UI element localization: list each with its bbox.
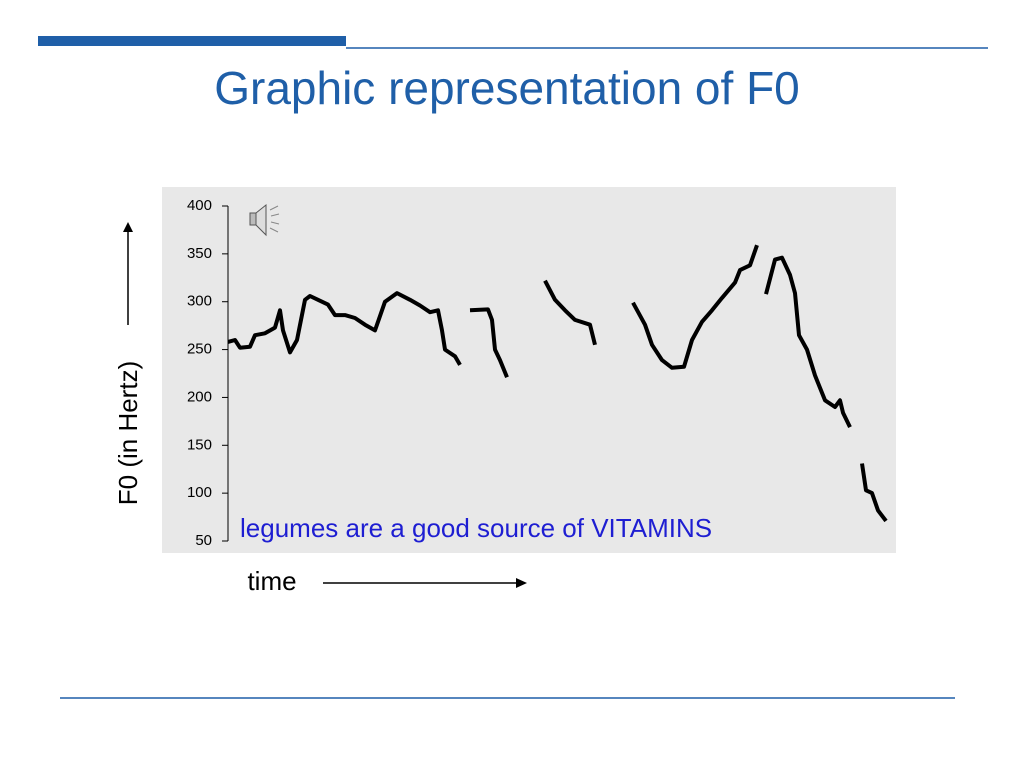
speaker-icon: [249, 203, 280, 237]
y-tick-label: 350: [187, 245, 212, 262]
f0-trace: [227, 244, 888, 523]
slide-title: Graphic representation of F0: [214, 62, 800, 114]
y-tick-label: 150: [187, 436, 212, 453]
annotation: legumes are a good source of VITAMINS: [240, 513, 712, 543]
y-tick-label: 300: [187, 293, 212, 310]
x-axis-label: time: [247, 566, 296, 596]
y-tick-label: 250: [187, 341, 212, 358]
y-arrow: [123, 222, 133, 325]
x-arrow: [323, 578, 527, 588]
plot-area: [162, 187, 896, 553]
y-tick-label: 200: [187, 388, 212, 405]
y-tick-label: 100: [187, 484, 212, 501]
y-tick-label: 50: [195, 532, 212, 549]
y-tick-label: 400: [187, 197, 212, 214]
header-bar: [38, 36, 346, 46]
y-axis-label: F0 (in Hertz): [113, 361, 143, 505]
